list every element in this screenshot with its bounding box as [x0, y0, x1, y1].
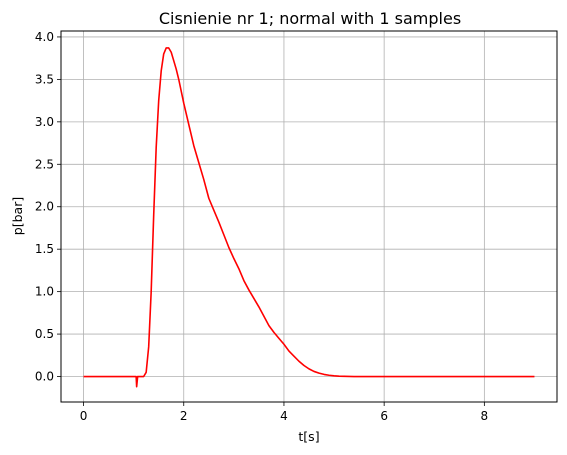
y-axis-ticks: 0.0 0.5 1.0 1.5 2.0 2.5 3.0 3.5 4.0	[35, 30, 61, 384]
x-axis-label: t[s]	[298, 429, 319, 444]
y-tick-label: 2.0	[35, 200, 54, 214]
y-tick-label: 4.0	[35, 30, 54, 44]
y-tick-label: 0.5	[35, 327, 54, 341]
chart-title: Cisnienie nr 1; normal with 1 samples	[159, 9, 461, 28]
x-tick-label: 2	[180, 409, 188, 423]
y-axis-label: p[bar]	[10, 197, 25, 235]
y-tick-label: 3.5	[35, 72, 54, 86]
x-axis-ticks: 0 2 4 6 8	[80, 402, 488, 423]
y-tick-label: 0.0	[35, 370, 54, 384]
axes-frame	[60, 30, 558, 403]
x-tick-label: 0	[80, 409, 88, 423]
x-tick-label: 8	[481, 409, 489, 423]
y-tick-label: 3.0	[35, 115, 54, 129]
x-tick-label: 4	[280, 409, 288, 423]
grid	[61, 31, 557, 402]
y-tick-label: 2.5	[35, 157, 54, 171]
y-tick-label: 1.0	[35, 285, 54, 299]
x-tick-label: 6	[380, 409, 388, 423]
plot-area	[83, 47, 535, 388]
y-tick-label: 1.5	[35, 242, 54, 256]
pressure-series-line	[83, 47, 535, 388]
